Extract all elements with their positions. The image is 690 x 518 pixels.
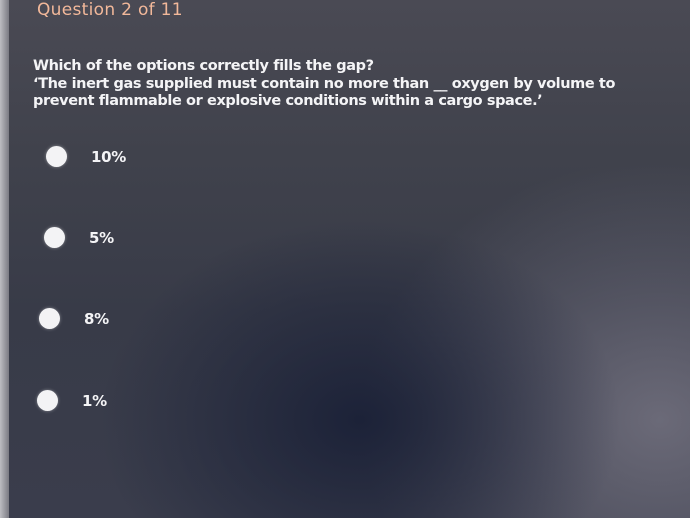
option-label: 10%: [91, 147, 127, 166]
option-8-percent[interactable]: 8%: [39, 308, 109, 329]
option-label: 1%: [82, 391, 107, 410]
option-10-percent[interactable]: 10%: [46, 146, 126, 167]
radio-button-icon[interactable]: [39, 308, 60, 329]
radio-button-icon[interactable]: [46, 146, 67, 167]
question-prompt: Which of the options correctly fills the…: [33, 58, 374, 74]
screen-bezel-edge: [0, 0, 9, 518]
option-label: 8%: [84, 309, 109, 328]
option-1-percent[interactable]: 1%: [37, 390, 107, 411]
question-statement: ‘The inert gas supplied must contain no …: [33, 75, 616, 110]
question-text: Which of the options correctly fills the…: [33, 58, 653, 111]
radio-button-icon[interactable]: [44, 227, 65, 248]
option-label: 5%: [89, 228, 114, 247]
question-counter: Question 2 of 11: [37, 0, 183, 20]
radio-button-icon[interactable]: [37, 390, 58, 411]
option-5-percent[interactable]: 5%: [44, 227, 114, 248]
